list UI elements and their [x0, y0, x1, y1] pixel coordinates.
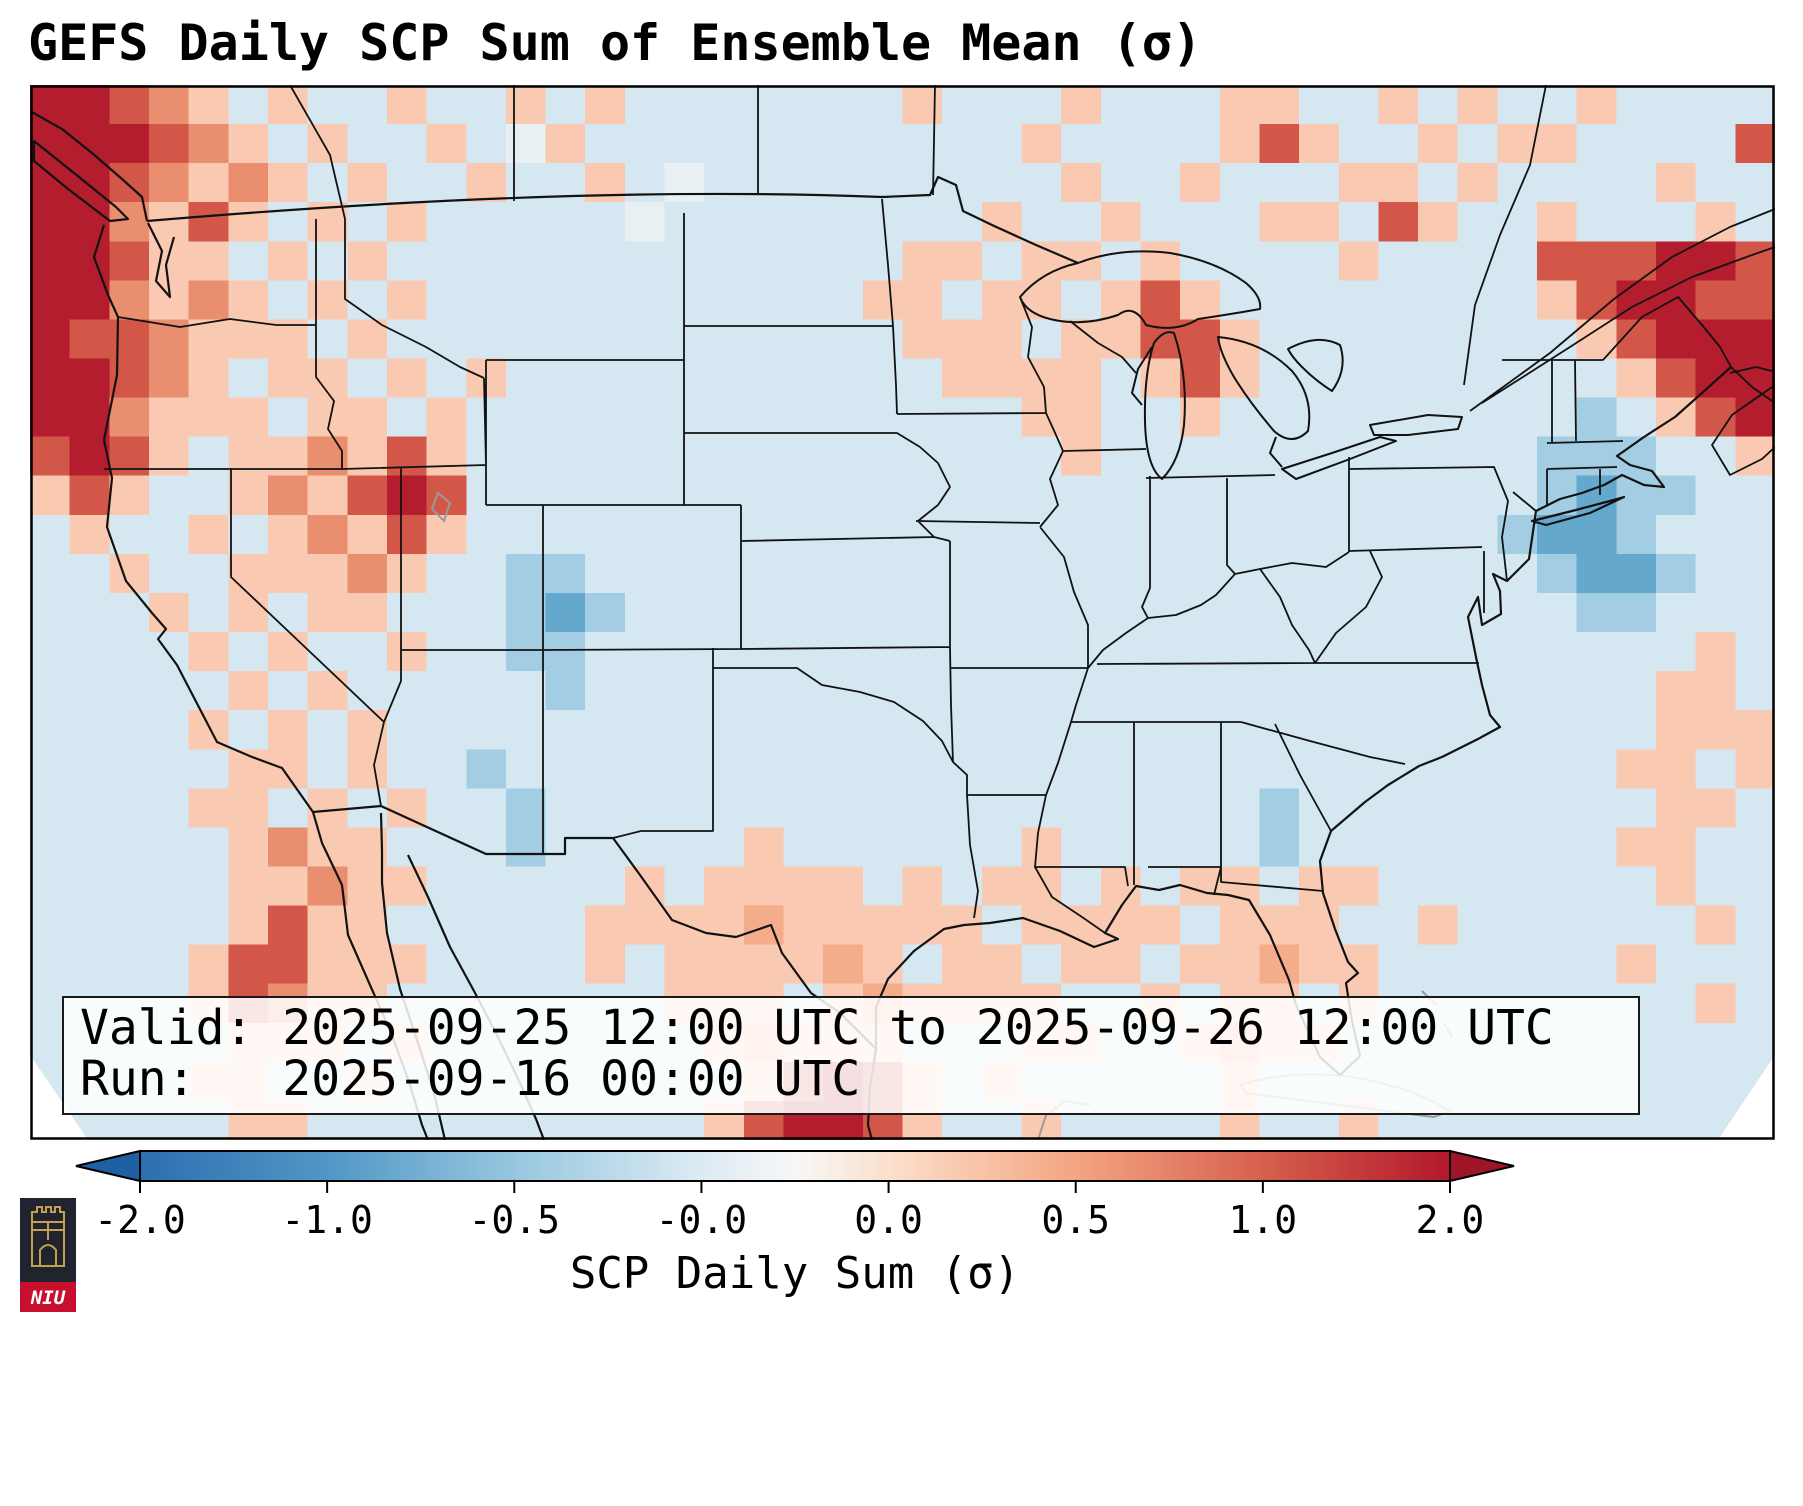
- niu-logo: NIU: [20, 1198, 76, 1312]
- colorbar-tick-label: 2.0: [1415, 1198, 1485, 1242]
- logo-red-band: [20, 1282, 76, 1312]
- state-borders: [104, 198, 1732, 934]
- map-frame: [30, 85, 1775, 1140]
- colorbar-tick-label: 1.0: [1228, 1198, 1298, 1242]
- niu-logo-graphic: NIU: [20, 1198, 76, 1312]
- colorbar-label: SCP Daily Sum (σ): [569, 1248, 1021, 1299]
- corner-mask-right: [1718, 1055, 1775, 1140]
- heatmap-layer: [30, 85, 1775, 1140]
- logo-text: NIU: [30, 1287, 66, 1309]
- great-lakes: [1019, 250, 1463, 480]
- colorbar-left-extend: [75, 1149, 141, 1183]
- colorbar-tick-label: -0.0: [655, 1198, 748, 1242]
- valid-line: Valid: 2025-09-25 12:00 UTC to 2025-09-2…: [80, 1000, 1554, 1056]
- colorbar-tick-label: 0.5: [1041, 1198, 1111, 1242]
- colorbar-tick-label: -2.0: [94, 1198, 186, 1242]
- colorbar-tick-label: -0.5: [468, 1198, 561, 1242]
- colorbar-tick-label: 0.0: [854, 1198, 923, 1242]
- run-line: Run: 2025-09-16 00:00 UTC: [80, 1050, 861, 1107]
- national-borders: [146, 175, 1079, 1050]
- colorbar-gradient-bar: [139, 1150, 1451, 1182]
- castle-icon: [31, 1206, 65, 1267]
- colorbar-tick-marks: [139, 1181, 1451, 1193]
- canada-borders: [289, 85, 1775, 476]
- figure-title: GEFS Daily SCP Sum of Ensemble Mean (σ): [28, 14, 1202, 72]
- colorbar: [75, 1149, 1515, 1193]
- colorbar-tick-labels: -2.0 -1.0 -0.5 -0.0 0.0 0.5 1.0 2.0: [30, 1198, 1775, 1244]
- colorbar-right-extend: [1449, 1149, 1515, 1183]
- valid-run-box: Valid: 2025-09-25 12:00 UTC to 2025-09-2…: [62, 996, 1640, 1115]
- map-canvas: [30, 85, 1775, 1140]
- map-area: [30, 85, 1775, 1140]
- corner-mask-left: [30, 1055, 88, 1140]
- colorbar-tick-label: -1.0: [281, 1198, 373, 1242]
